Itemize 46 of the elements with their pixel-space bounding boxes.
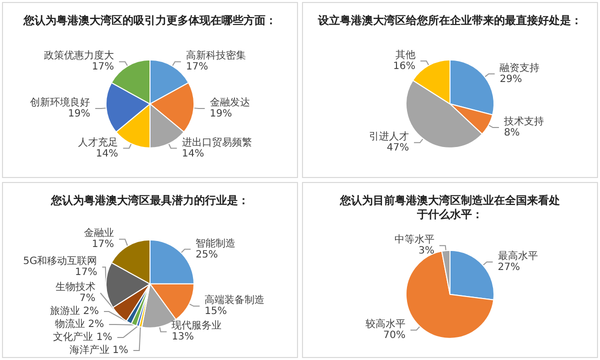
slice-label: 中等水平 [394,234,434,246]
chart-title: 您认为目前粤港澳大湾区制造业在全国来看处于什么水平： [339,194,560,221]
slice-label: 生物技术 [55,281,96,293]
slice-label: 政策优惠力度大 [44,50,114,62]
slice-label: 创新环境良好 [30,96,90,109]
slice-label: 最高水平 [498,250,538,262]
slice-label: 金融业 [84,227,114,240]
data-label: 47% [386,142,409,154]
data-label: 15% [204,306,227,318]
chart-title: 设立粤港澳大湾区给您所在企业带来的最直接好处是： [317,14,582,27]
slice-label: 进出口贸易频繁 [182,136,252,148]
slice-label: 较高水平 [365,318,406,330]
data-label: 27% [498,262,520,273]
slice-label: 智能制造 [196,237,236,250]
slice-label: 高端装备制造 [204,294,265,306]
data-label: 19% [210,108,232,120]
slice-label: 高新科技密集 [186,50,246,62]
data-label: 17% [74,267,98,278]
slice-label: 其他 [395,48,416,61]
data-label: 13% [172,332,194,343]
data-label: 17% [92,62,114,73]
data-label: 14% [182,148,204,160]
slice-label: 文化产业 1% [53,331,112,343]
chart-title: 您认为粤港澳大湾区最具潜力的行业是： [50,194,249,207]
slice-label: 金融发达 [210,96,250,109]
slice-label: 人才充足 [78,136,118,148]
data-label: 14% [96,148,118,160]
data-label: 29% [500,74,522,85]
data-label: 3% [418,246,434,257]
slice-label: 旅游业 2% [50,305,99,317]
slice-label: 引进人才 [368,130,409,143]
slice-label: 海洋产业 1% [69,344,128,356]
data-label: 8% [504,128,520,139]
slice-label: 5G和移动互联网 [23,255,98,268]
chart-title: 您认为粤港澳大湾区的吸引力更多体现在哪些方面： [22,14,276,27]
data-label: 7% [80,293,96,304]
data-label: 70% [383,330,406,342]
data-label: 19% [68,108,90,120]
data-label: 17% [92,239,114,250]
data-label: 17% [186,62,208,73]
slice-label: 物流业 2% [54,318,104,330]
slice-label: 融资支持 [500,62,540,74]
data-label: 25% [196,249,218,260]
data-label: 16% [393,60,416,72]
slice-label: 现代服务业 [172,320,222,332]
slice-label: 技术支持 [502,116,544,128]
